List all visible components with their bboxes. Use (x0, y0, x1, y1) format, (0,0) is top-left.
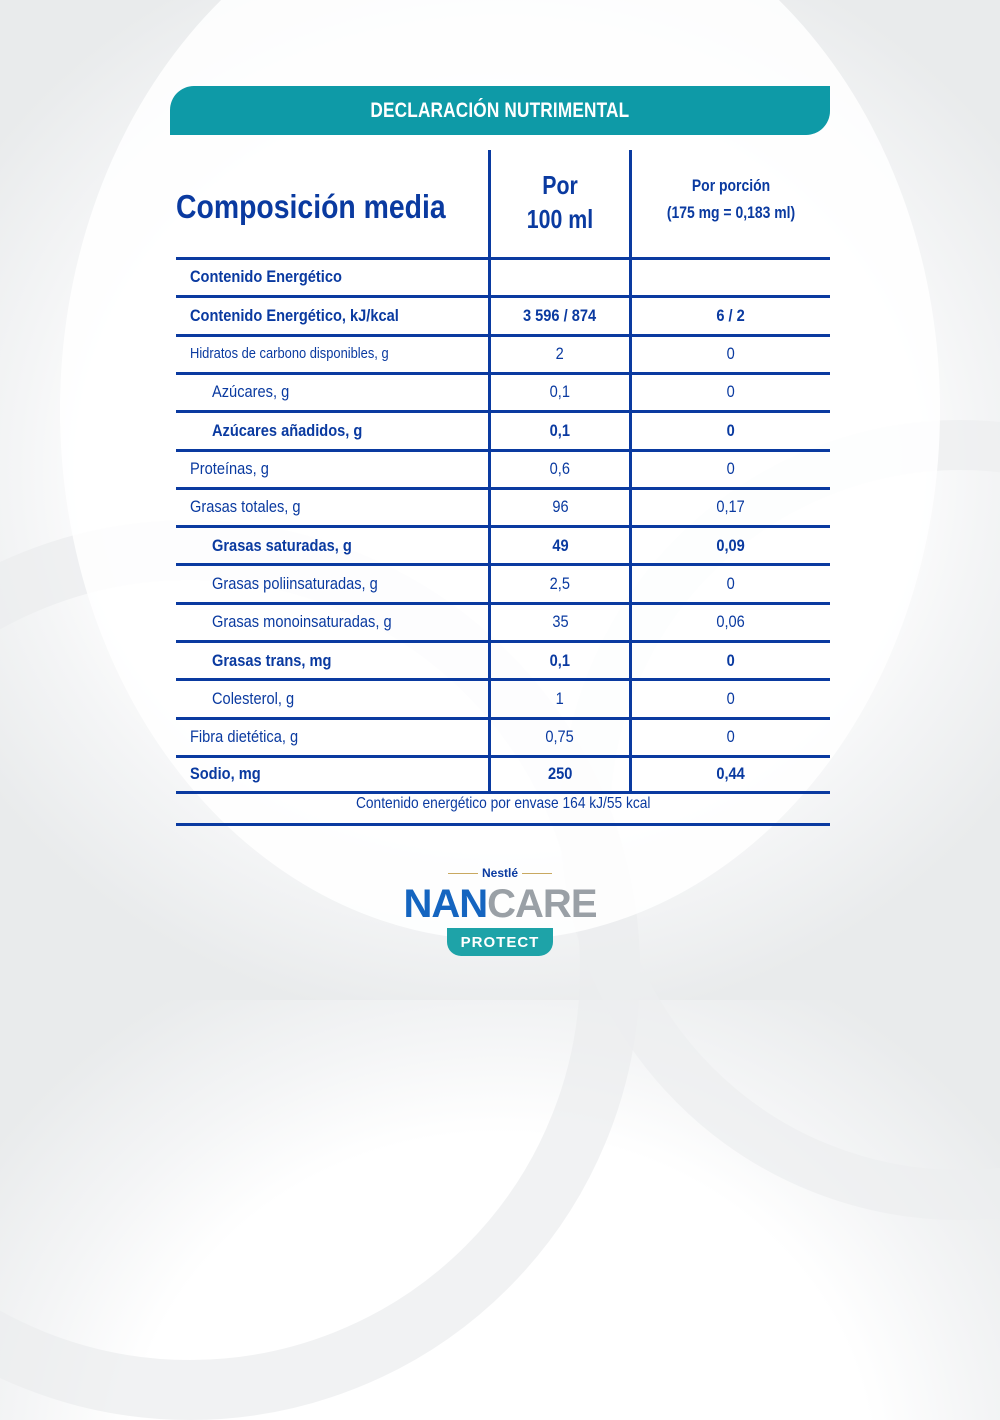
nestle-brand: Nestlé (400, 866, 600, 880)
column-divider (629, 150, 632, 792)
row-divider (176, 525, 830, 528)
header-per-100ml: Por 100 ml (526, 170, 594, 234)
table-row: Azúcares, g 0,1 0 (212, 382, 736, 401)
table-row: Grasas trans, mg 0,1 0 (212, 651, 736, 670)
table-footer: Contenido energético por envase 164 kJ/5… (355, 795, 651, 812)
row-divider (176, 602, 830, 605)
row-divider (176, 410, 830, 413)
row-divider (176, 295, 830, 298)
table-row: Contenido Energético, kJ/kcal 3 596 / 87… (190, 306, 746, 325)
row-divider (176, 372, 830, 375)
table-row: Colesterol, g 1 0 (212, 689, 736, 708)
table-row: Azúcares añadidos, g 0,1 0 (212, 421, 736, 440)
column-divider (488, 150, 491, 792)
variant-badge: PROTECT (447, 928, 553, 956)
table-row: Hidratos de carbono disponibles, g 2 0 (190, 344, 736, 363)
row-divider (176, 257, 830, 260)
nancare-logo: Nestlé NANCARE PROTECT (400, 866, 600, 958)
table-row: Grasas saturadas, g 49 0,09 (212, 536, 746, 555)
table-row: Grasas totales, g 96 0,17 (190, 497, 746, 516)
table-row: Grasas monoinsaturadas, g 35 0,06 (212, 612, 746, 631)
table-row: Contenido Energético (190, 267, 342, 286)
row-divider (176, 334, 830, 337)
table-row: Grasas poliinsaturadas, g 2,5 0 (212, 574, 736, 593)
banner-title: DECLARACIÓN NUTRIMENTAL (370, 98, 630, 122)
row-divider (176, 487, 830, 490)
row-divider (176, 640, 830, 643)
table-header: Composición media Por 100 ml Por porción… (176, 150, 830, 258)
row-divider (176, 823, 830, 826)
table-row: Sodio, mg 250 0,44 (190, 764, 746, 783)
row-divider (176, 755, 830, 758)
logo-wordmark: NANCARE (403, 882, 597, 926)
background-glow (60, 0, 940, 940)
row-divider (176, 449, 830, 452)
header-composition: Composición media (176, 188, 446, 225)
table-row: Proteínas, g 0,6 0 (190, 459, 736, 478)
row-divider (176, 717, 830, 720)
row-divider (176, 791, 830, 794)
header-per-portion: Por porción (175 mg = 0,183 ml) (666, 176, 796, 222)
row-divider (176, 678, 830, 681)
table-row: Fibra dietética, g 0,75 0 (190, 727, 736, 746)
row-divider (176, 563, 830, 566)
title-banner: DECLARACIÓN NUTRIMENTAL (170, 86, 830, 135)
